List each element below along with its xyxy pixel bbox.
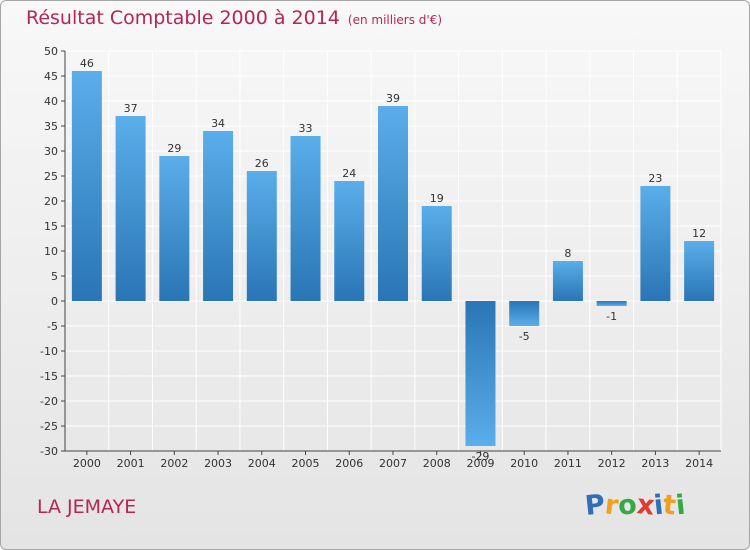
x-tick-label-2012: 2012 (598, 457, 626, 470)
data-label-2014: 12 (692, 227, 706, 240)
y-tick-label: 15 (44, 220, 58, 233)
y-tick-label: 40 (44, 95, 58, 108)
chart-unit: (en milliers d'€) (347, 13, 443, 27)
y-tick-label: -30 (40, 445, 58, 458)
x-tick-label-2000: 2000 (73, 457, 101, 470)
labels: 50454035302520151050-5-10-15-20-25-30462… (40, 45, 713, 470)
data-label-2002: 29 (167, 142, 181, 155)
title-row: Résultat Comptable 2000 à 2014 (en millie… (26, 7, 442, 29)
x-tick-label-2008: 2008 (423, 457, 451, 470)
x-tick-label-2009: 2009 (466, 457, 494, 470)
x-tick-label-2010: 2010 (510, 457, 538, 470)
proxiti-logo: Proxiti (583, 489, 688, 522)
data-label-2003: 34 (211, 117, 225, 130)
y-tick-label: 45 (44, 70, 58, 83)
data-label-2004: 26 (255, 157, 269, 170)
bar-2013 (640, 186, 671, 301)
bar-2009 (465, 301, 496, 446)
data-label-2005: 33 (299, 122, 313, 135)
bar-2014 (684, 241, 715, 301)
bar-2007 (378, 106, 408, 301)
commune-name: LA JEMAYE (37, 496, 137, 518)
bar-2011 (552, 261, 583, 301)
x-tick-label-2004: 2004 (248, 457, 276, 470)
y-tick-label: -15 (40, 370, 58, 383)
y-tick-label: 50 (44, 45, 58, 58)
bar-2006 (334, 181, 365, 301)
y-tick-label: -10 (40, 345, 58, 358)
y-tick-label: 30 (44, 145, 58, 158)
data-label-2006: 24 (342, 167, 356, 180)
y-tick-label: 5 (51, 270, 58, 283)
y-tick-label: -25 (40, 420, 58, 433)
x-tick-label-2003: 2003 (204, 457, 232, 470)
data-label-2007: 39 (386, 92, 400, 105)
y-tick-label: 20 (44, 195, 58, 208)
data-label-2000: 46 (80, 57, 94, 70)
bar-2012 (596, 301, 627, 306)
y-tick-label: -20 (40, 395, 58, 408)
chart-title: Résultat Comptable 2000 à 2014 (26, 7, 340, 29)
data-label-2001: 37 (124, 102, 138, 115)
x-tick-label-2005: 2005 (292, 457, 320, 470)
bar-2008 (421, 206, 452, 301)
x-tick-label-2007: 2007 (379, 457, 407, 470)
x-tick-label-2014: 2014 (685, 457, 713, 470)
y-tick-label: -5 (47, 320, 58, 333)
bar-2005 (290, 136, 321, 301)
x-tick-label-2002: 2002 (160, 457, 188, 470)
data-label-2009: -29 (471, 450, 489, 463)
data-label-2010: -5 (519, 330, 530, 343)
logo-letter: i (674, 489, 688, 522)
bar-2000 (71, 71, 102, 301)
bar-2003 (203, 131, 234, 301)
bars (71, 71, 715, 446)
bar-2004 (246, 171, 277, 301)
x-tick-label-2011: 2011 (554, 457, 582, 470)
y-tick-label: 10 (44, 245, 58, 258)
x-tick-label-2006: 2006 (335, 457, 363, 470)
x-tick-label-2001: 2001 (117, 457, 145, 470)
data-label-2008: 19 (430, 192, 444, 205)
y-tick-label: 0 (51, 295, 58, 308)
data-label-2012: -1 (606, 310, 617, 323)
bar-2010 (509, 301, 540, 326)
y-tick-label: 25 (44, 170, 58, 183)
y-tick-label: 35 (44, 120, 58, 133)
x-tick-label-2013: 2013 (641, 457, 669, 470)
bar-2002 (159, 156, 190, 301)
bar-2001 (115, 116, 146, 301)
data-label-2013: 23 (648, 172, 662, 185)
axes (61, 50, 721, 455)
data-label-2011: 8 (564, 247, 571, 260)
